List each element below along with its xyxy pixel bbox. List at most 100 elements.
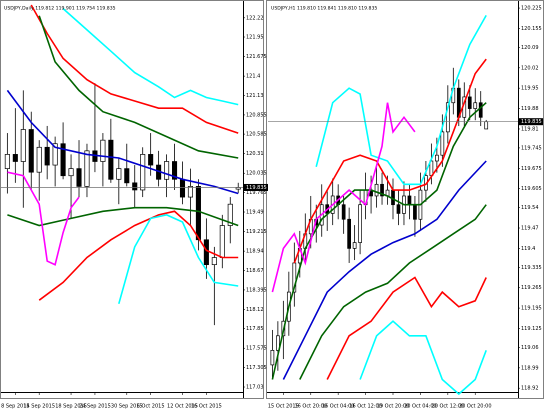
indicator-line <box>38 210 239 301</box>
last-price-box <box>519 118 543 126</box>
panel-title: USDJPY,H1 119.810 119.841 119.810 119.83… <box>271 6 377 12</box>
y-tick-label: 119.4 <box>521 246 535 252</box>
y-tick-label: 119.47 <box>521 226 539 232</box>
y-tick-label: 121.95 <box>246 35 264 41</box>
y-tick-label: 122.22 <box>246 15 264 21</box>
y-tick-label: 120.225 <box>521 6 542 12</box>
indicator-line <box>38 15 239 159</box>
y-tick-label: 119.265 <box>521 285 542 291</box>
candle-body <box>227 203 233 226</box>
indicator-line <box>326 276 487 380</box>
indicator-line <box>282 160 487 380</box>
y-tick-label: 120.02 <box>521 65 539 71</box>
candle-body <box>172 161 178 180</box>
y-tick-label: 119.125 <box>521 326 542 332</box>
candle-body <box>211 257 217 266</box>
candle-body <box>374 183 379 197</box>
indicator-line <box>7 171 80 266</box>
y-tick-label: 119.81 <box>521 126 539 132</box>
y-tick-label: 118.94 <box>246 249 264 255</box>
candle-body <box>124 168 130 184</box>
x-tick-label: 14 Sep 2015 <box>23 404 55 410</box>
candle-body <box>100 139 106 162</box>
y-tick-label: 117.85 <box>246 326 264 332</box>
candle-body <box>445 102 450 133</box>
candle-body <box>164 161 170 180</box>
candle-body <box>391 189 395 206</box>
x-tick-label: 16 Oct 2015 <box>191 404 222 410</box>
x-tick-label: 8 Sep 2015 <box>1 404 30 410</box>
indicator-line <box>271 102 487 380</box>
y-tick-label: 117.305 <box>246 365 267 371</box>
y-tick-label: 118.395 <box>246 287 267 293</box>
indicator-line <box>293 58 487 264</box>
y-tick-label: 119.195 <box>521 306 542 312</box>
indicator-line <box>7 206 239 227</box>
candle-body <box>396 204 401 214</box>
y-tick-label: 119.675 <box>521 166 542 172</box>
candle-body <box>132 182 138 191</box>
candle-body <box>219 225 225 258</box>
x-tick-label: 6 Oct 2015 <box>137 404 165 410</box>
candle-body <box>358 204 362 243</box>
y-tick-label: 119.95 <box>521 86 539 92</box>
y-tick-label: 121.13 <box>246 93 264 99</box>
left-panel-frame <box>0 0 264 399</box>
last-price-label: 119.835 <box>246 185 267 191</box>
x-tick-label: 12 Oct 2015 <box>167 404 198 410</box>
candle-body <box>413 204 417 220</box>
candle-body <box>116 168 122 180</box>
x-tick-label: 19 Oct 20:00 <box>377 404 410 410</box>
x-tick-label: 16 Oct 12:00 <box>349 404 382 410</box>
candle-body <box>76 168 82 187</box>
candle-body <box>195 186 201 241</box>
y-tick-label: 119.49 <box>246 210 264 216</box>
indicator-line <box>359 320 487 396</box>
candle-body <box>68 168 74 177</box>
y-tick-label: 119.765 <box>246 190 267 196</box>
y-tick-label: 119.06 <box>521 345 539 351</box>
candle-body <box>36 146 42 173</box>
candle-body <box>440 131 445 156</box>
candle-body <box>140 154 146 191</box>
candle-body <box>203 239 209 266</box>
last-price-box <box>244 183 268 191</box>
y-tick-label: 120.585 <box>246 132 267 138</box>
candle-body <box>347 218 351 249</box>
x-tick-label: 16 Oct 04:00 <box>322 404 355 410</box>
y-tick-label: 119.605 <box>521 186 542 192</box>
candle-body <box>478 102 483 118</box>
indicator-line <box>62 8 239 106</box>
candle-body <box>108 139 114 180</box>
candle-body <box>484 121 489 130</box>
last-price-label: 119.835 <box>521 119 542 125</box>
candle-body <box>179 178 186 198</box>
candle-body <box>270 349 275 366</box>
candle-body <box>276 335 280 351</box>
candle-body <box>407 195 412 206</box>
candle-body <box>341 204 346 220</box>
candle-body <box>467 96 472 109</box>
candle-body <box>380 183 384 197</box>
x-tick-label: 24 Sep 2015 <box>79 404 111 410</box>
y-tick-label: 121.675 <box>246 54 267 60</box>
y-tick-label: 118.99 <box>521 365 539 371</box>
indicator-line <box>299 204 487 380</box>
candle-body <box>28 129 34 173</box>
y-tick-label: 120.855 <box>246 112 267 118</box>
candle-body <box>352 242 357 249</box>
y-tick-label: 119.335 <box>521 265 542 271</box>
y-tick-label: 120.31 <box>246 151 264 157</box>
x-tick-label: 15 Oct 2015 <box>268 404 299 410</box>
y-tick-label: 117.575 <box>246 346 267 352</box>
candle-body <box>12 154 18 162</box>
x-tick-label: 20 Oct 04:00 <box>404 404 437 410</box>
indicator-line <box>118 214 239 305</box>
panel-title: USDJPY,Daily 119.812 119.901 119.754 119… <box>4 6 116 12</box>
y-tick-label: 118.92 <box>521 386 539 392</box>
candle-body <box>187 186 193 198</box>
y-tick-label: 118.12 <box>246 307 264 313</box>
y-tick-label: 119.88 <box>521 106 539 112</box>
